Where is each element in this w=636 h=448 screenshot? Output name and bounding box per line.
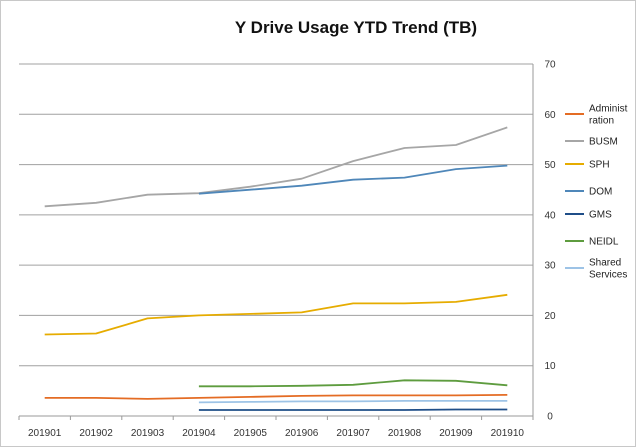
series-line-neidl <box>198 379 508 388</box>
legend-label: GMS <box>589 210 612 221</box>
y-tick-label: 50 <box>544 160 556 171</box>
y-tick-label: 30 <box>544 261 556 272</box>
legend-label: Administ <box>589 104 628 115</box>
series-lines <box>44 126 508 411</box>
legend-label: BUSM <box>589 137 618 148</box>
x-tick-label: 201908 <box>388 428 422 439</box>
legend-label: ration <box>589 116 614 127</box>
x-tick-label: 201906 <box>285 428 319 439</box>
legend-item: NEIDL <box>565 237 619 248</box>
y-tick-label: 0 <box>547 412 553 423</box>
y-axis-ticks: 0 10 20 30 40 50 60 70 <box>544 60 556 423</box>
x-tick-label: 201907 <box>336 428 370 439</box>
series-line-gms <box>198 408 508 411</box>
x-tick-label: 201905 <box>234 428 268 439</box>
y-tick-label: 40 <box>544 210 556 221</box>
x-tick-label: 201901 <box>28 428 62 439</box>
y-tick-label: 70 <box>544 60 556 71</box>
legend-label: Shared <box>589 258 621 269</box>
y-tick-label: 20 <box>544 311 556 322</box>
y-tick-label: 60 <box>544 110 556 121</box>
series-line-dom <box>198 164 508 195</box>
x-tick-label: 201903 <box>131 428 165 439</box>
x-tick-label: 201910 <box>491 428 525 439</box>
series-line-shared-services <box>198 399 508 404</box>
x-tick-label: 201904 <box>182 428 216 439</box>
legend-label: Services <box>589 270 627 281</box>
legend-label: NEIDL <box>589 237 619 248</box>
chart-title: Y Drive Usage YTD Trend (TB) <box>235 18 477 37</box>
legend-item: BUSM <box>565 137 618 148</box>
series-line-administration <box>44 394 508 400</box>
x-tick-label: 201909 <box>439 428 473 439</box>
legend-item: GMS <box>565 210 612 221</box>
legend-item: DOM <box>565 187 612 198</box>
series-line-sph <box>44 293 508 336</box>
x-axis-ticks: 201901 201902 201903 201904 201905 201906 2019… <box>18 416 534 439</box>
legend-item: SPH <box>565 160 610 171</box>
legend-label: SPH <box>589 160 610 171</box>
gridlines <box>19 63 534 417</box>
x-tick-label: 201902 <box>79 428 113 439</box>
series-line-busm <box>44 126 508 208</box>
legend-label: DOM <box>589 187 612 198</box>
y-tick-label: 10 <box>544 361 556 372</box>
